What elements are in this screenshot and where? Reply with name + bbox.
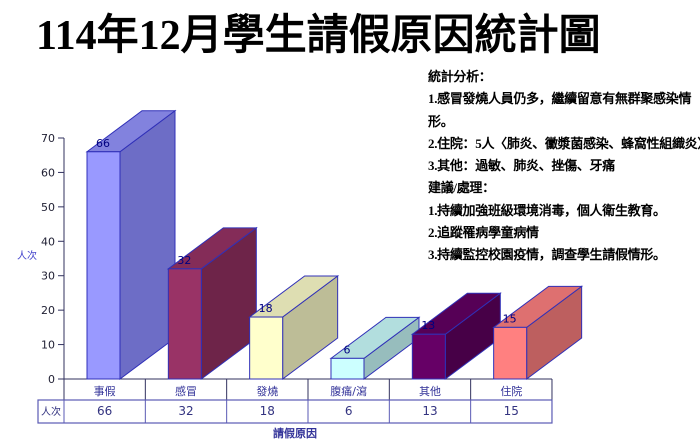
- table-value: 66: [97, 404, 112, 418]
- analysis-line: 2.追蹤罹病學童病情: [428, 225, 539, 241]
- bar-value-label: 6: [343, 343, 350, 356]
- table-value: 32: [178, 404, 193, 418]
- bar-腹痛/瀉: 6: [329, 316, 421, 380]
- y-tick-label: 40: [41, 235, 55, 248]
- y-axis-title: 人次: [17, 249, 37, 262]
- bar-front-face: [167, 268, 202, 380]
- bar-front-face: [86, 151, 121, 380]
- y-tick-label: 0: [48, 373, 55, 386]
- table-value: 18: [260, 404, 275, 418]
- bar-事假: 66: [85, 109, 177, 380]
- analysis-line: 建議/處理：: [428, 180, 495, 196]
- data-table: 人次 66 32 18 6 13 15: [37, 399, 553, 424]
- y-tick-label: 20: [41, 304, 55, 317]
- bar-value-label: 66: [96, 137, 110, 150]
- y-tick-label: 50: [41, 201, 55, 214]
- x-axis-title: 請假原因: [273, 426, 317, 440]
- analysis-line: 3.其他：過敏、肺炎、挫傷、牙痛: [428, 158, 615, 174]
- category-label: 發燒: [256, 384, 278, 398]
- analysis-text-block: 統計分析： 1.感冒發燒人員仍多，繼續留意有無群聚感染情形。 2.住院：5人〈肺炎、…: [428, 66, 700, 267]
- bar-value-label: 18: [259, 302, 273, 315]
- y-tick-label: 60: [41, 166, 55, 179]
- analysis-line: 1.感冒發燒人員仍多，繼續留意有無群聚感染情形。: [428, 91, 692, 129]
- bar-front-face: [411, 333, 446, 380]
- bar-value-label: 32: [177, 254, 191, 267]
- table-row-label: 人次: [41, 405, 61, 418]
- bar-front-face: [249, 316, 284, 380]
- category-label: 腹痛/瀉: [330, 384, 367, 398]
- analysis-line: 3.持續監控校園疫情，調查學生請假情形。: [428, 247, 666, 263]
- analysis-line: 統計分析：: [428, 69, 492, 84]
- analysis-line: 2.住院：5人〈肺炎、黴漿菌感染、蜂窩性組織炎〉: [428, 135, 700, 151]
- bar-value-label: 13: [421, 319, 435, 332]
- bar-front-face: [493, 326, 528, 380]
- category-label: 事假: [94, 384, 116, 398]
- bar-front-face: [330, 357, 365, 380]
- y-tick-label: 10: [41, 339, 55, 352]
- y-tick-label: 70: [41, 132, 55, 145]
- analysis-line: 1.持續加強班級環境消毒，個人衛生教育。: [428, 202, 666, 218]
- table-outline: [37, 399, 553, 424]
- bar-side-face: [119, 109, 176, 380]
- table-value: 6: [345, 404, 353, 418]
- y-tick-label: 30: [41, 270, 55, 283]
- bar-發燒: 18: [248, 275, 340, 380]
- bar-value-label: 15: [503, 312, 517, 325]
- category-label: 其他: [419, 385, 441, 398]
- table-value: 13: [422, 404, 437, 418]
- bar-感冒: 32: [166, 226, 258, 380]
- page-title: 114年12月學生請假原因統計圖: [36, 13, 601, 59]
- x-axis: 事假 感冒 發燒 腹痛/瀉 其他 住院: [63, 379, 553, 400]
- y-axis: 0 10 20 30 40 50 60 70: [41, 132, 64, 386]
- table-value: 15: [504, 404, 519, 418]
- category-label: 感冒: [175, 385, 197, 398]
- bar-其他: 13: [410, 292, 502, 380]
- bar-住院: 15: [492, 285, 584, 380]
- category-label: 住院: [500, 384, 522, 398]
